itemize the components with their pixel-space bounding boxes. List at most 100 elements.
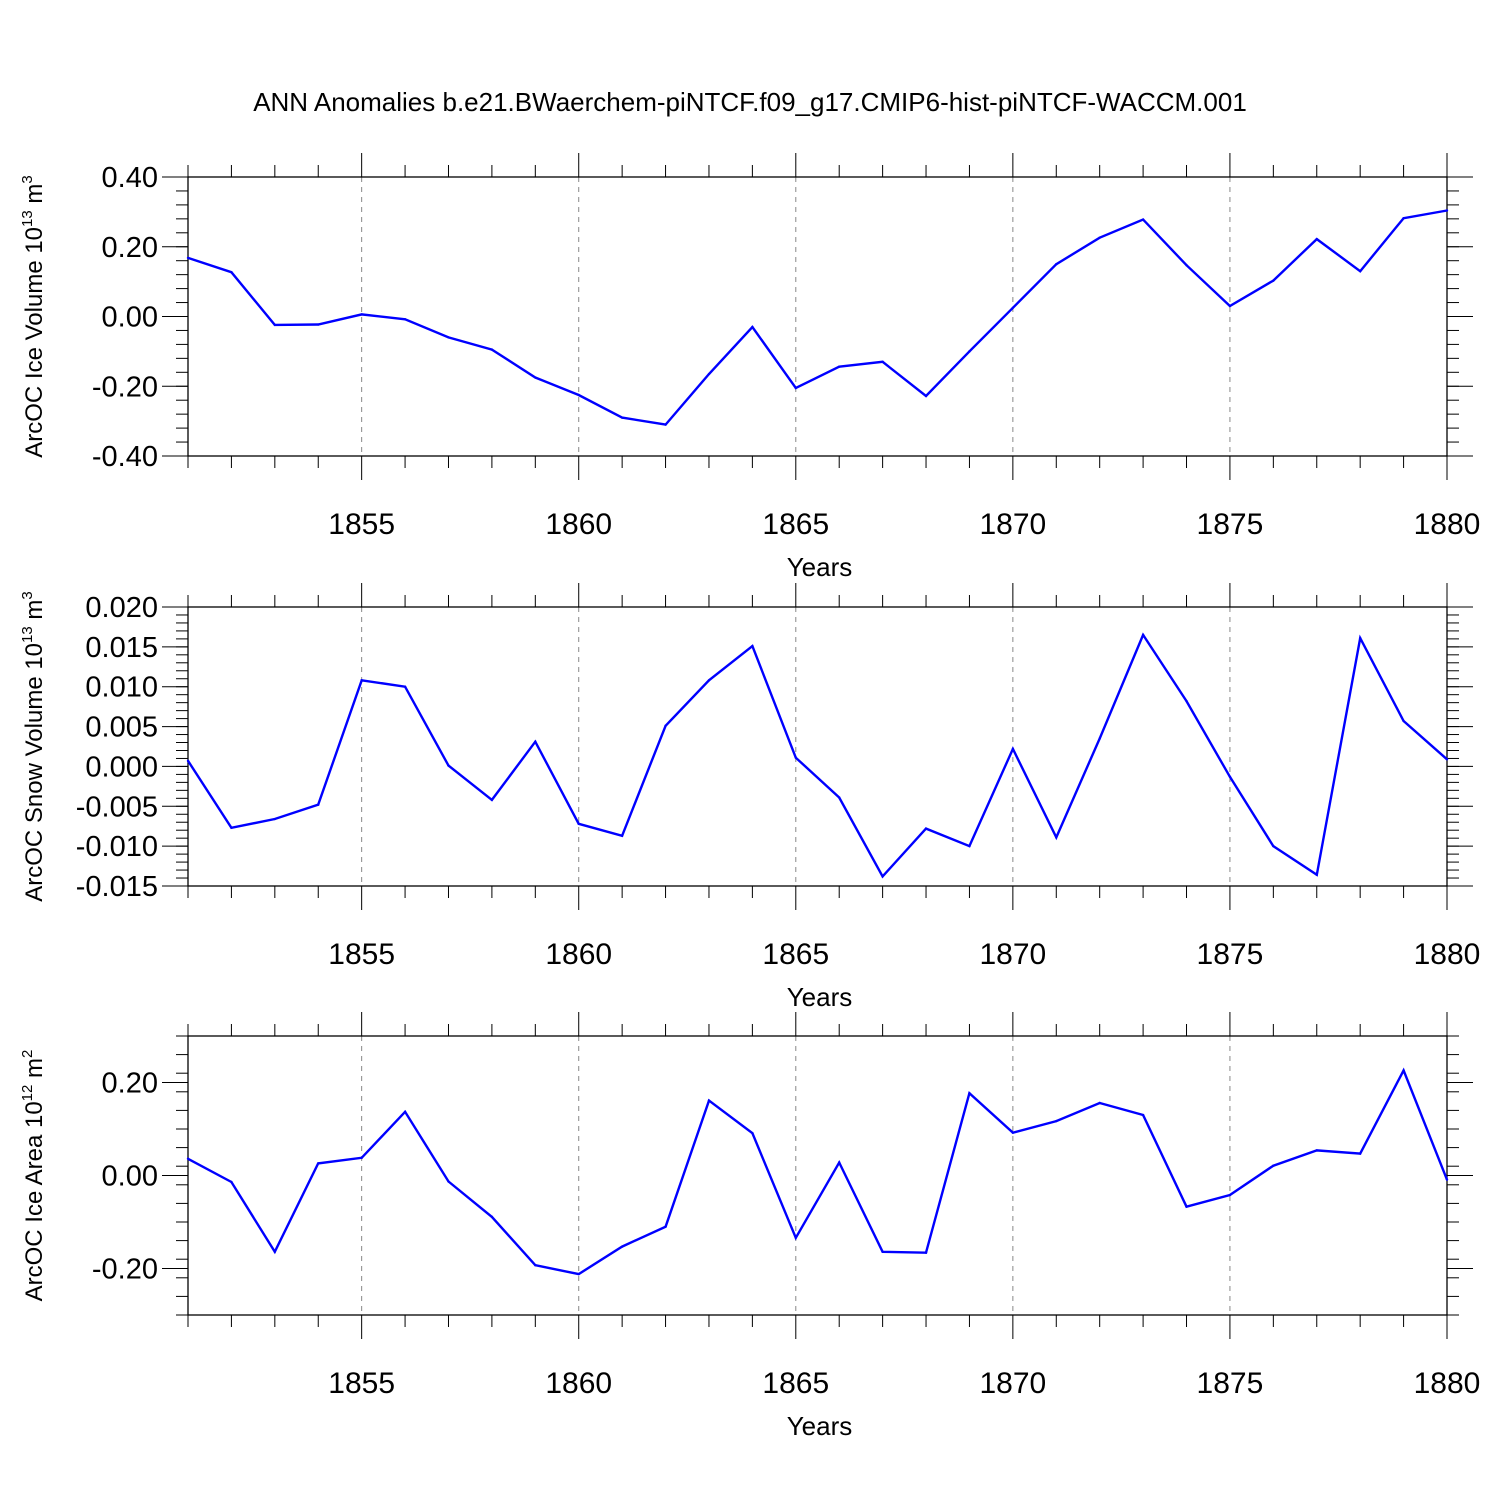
data-point [1315, 1149, 1318, 1152]
data-point [403, 685, 407, 688]
data-point [1011, 747, 1015, 751]
x-tick-label: 1865 [762, 508, 829, 541]
x-tick-label: 1860 [545, 508, 612, 541]
data-point [447, 764, 450, 767]
plot-frame [187, 606, 1448, 887]
data-point [1445, 209, 1449, 212]
data-point [968, 844, 971, 848]
data-point [881, 875, 884, 878]
data-point [707, 372, 711, 376]
data-point [1055, 262, 1058, 266]
x-tick-label: 1880 [1414, 1367, 1481, 1400]
data-point [664, 423, 667, 426]
data-point [273, 323, 277, 327]
data-point [838, 365, 841, 368]
y-axis-label-exponent: 13 [19, 626, 36, 643]
data-point [186, 759, 190, 763]
data-point [230, 826, 233, 830]
data-point [490, 348, 494, 351]
data-point [447, 1180, 450, 1183]
y-tick-label: 0.20 [102, 232, 158, 264]
y-axis-label-text: ArcOC Ice Volume 10 [21, 227, 48, 458]
x-tick-label: 1870 [979, 508, 1046, 541]
data-point [1185, 264, 1188, 267]
panel-ice-area: -0.20 0.00 0.20 1855 1860 1865 1870 1875 1880 Yea… [19, 1012, 1480, 1441]
data-point [1098, 1101, 1101, 1105]
y-tick-label: 0.000 [85, 751, 158, 783]
data-point [1141, 633, 1145, 637]
data-point [751, 644, 754, 648]
data-point [534, 1264, 537, 1267]
data-point [577, 822, 580, 826]
data-point [273, 1250, 277, 1253]
data-point [1358, 636, 1362, 640]
data-point [1098, 737, 1101, 740]
data-point [490, 798, 494, 802]
data-point [1445, 1178, 1449, 1181]
data-point [577, 1272, 580, 1276]
panel-ice-volume: -0.40 -0.20 0.00 0.20 0.40 1855 1860 1865 1870 18… [19, 153, 1480, 582]
data-point [1185, 699, 1188, 703]
y-axis-label-text: ArcOC Ice Area 10 [21, 1101, 48, 1301]
data-point [577, 393, 580, 397]
y-axis-label: ArcOC Snow Volume 1013 m3 [19, 591, 48, 902]
data-point [664, 724, 667, 727]
panel-snow-volume: -0.015 -0.010 -0.005 0.000 0.005 0.010 0.015 0.… [19, 583, 1480, 1012]
data-point [186, 1157, 190, 1160]
data-point [1055, 1119, 1058, 1123]
data-series-line [187, 209, 1448, 426]
x-tick-label: 1870 [979, 938, 1046, 971]
data-point [447, 336, 450, 339]
data-point [1011, 1131, 1015, 1134]
data-point [1228, 775, 1232, 778]
y-axis-label-exponent: 13 [19, 210, 36, 227]
data-point [1315, 237, 1318, 241]
data-point [707, 1099, 711, 1102]
data-point [620, 834, 624, 837]
data-point [924, 827, 928, 830]
x-tick-label: 1865 [762, 1367, 829, 1400]
data-point [794, 756, 797, 759]
data-point [1358, 269, 1362, 273]
data-point [1228, 304, 1232, 308]
data-point [794, 386, 797, 390]
figure-title: ANN Anomalies b.e21.BWaerchem-piNTCF.f09… [253, 87, 1247, 117]
x-tick-label: 1880 [1414, 938, 1481, 971]
data-point [1402, 719, 1405, 723]
y-tick-label: 0.005 [85, 712, 158, 744]
data-point [620, 1245, 624, 1248]
data-point [1272, 279, 1275, 282]
x-tick-label: 1865 [762, 938, 829, 971]
data-point [403, 1110, 407, 1113]
data-series-line [187, 1067, 1449, 1276]
data-point [186, 256, 190, 260]
data-point [490, 1215, 494, 1219]
data-point [1445, 758, 1449, 761]
data-point [360, 1156, 363, 1160]
x-tick-label: 1875 [1197, 1367, 1264, 1400]
x-tick-label: 1855 [328, 508, 395, 541]
data-point [1402, 1069, 1405, 1072]
data-point [794, 1236, 797, 1240]
y-axis-label-units: m [21, 184, 48, 211]
data-point [968, 350, 971, 353]
y-axis-label-units-exponent: 3 [19, 591, 36, 599]
data-point [1315, 873, 1318, 877]
y-tick-label: 0.015 [85, 632, 158, 664]
y-tick-label: -0.005 [76, 791, 158, 823]
x-tick-label: 1880 [1414, 508, 1481, 541]
data-point [360, 679, 363, 682]
data-point [317, 323, 320, 326]
y-tick-label: -0.20 [92, 371, 158, 403]
data-point [534, 376, 537, 379]
data-point [707, 679, 711, 682]
data-point [360, 313, 363, 316]
data-point [403, 318, 407, 321]
x-tick-label: 1860 [545, 938, 612, 971]
x-tick-label: 1855 [328, 1367, 395, 1400]
data-point [1055, 836, 1058, 839]
x-tick-label: 1860 [545, 1367, 612, 1400]
y-tick-label: -0.20 [92, 1254, 158, 1286]
y-tick-label: 0.20 [102, 1068, 158, 1100]
y-axis-label-units: m [21, 1058, 48, 1085]
